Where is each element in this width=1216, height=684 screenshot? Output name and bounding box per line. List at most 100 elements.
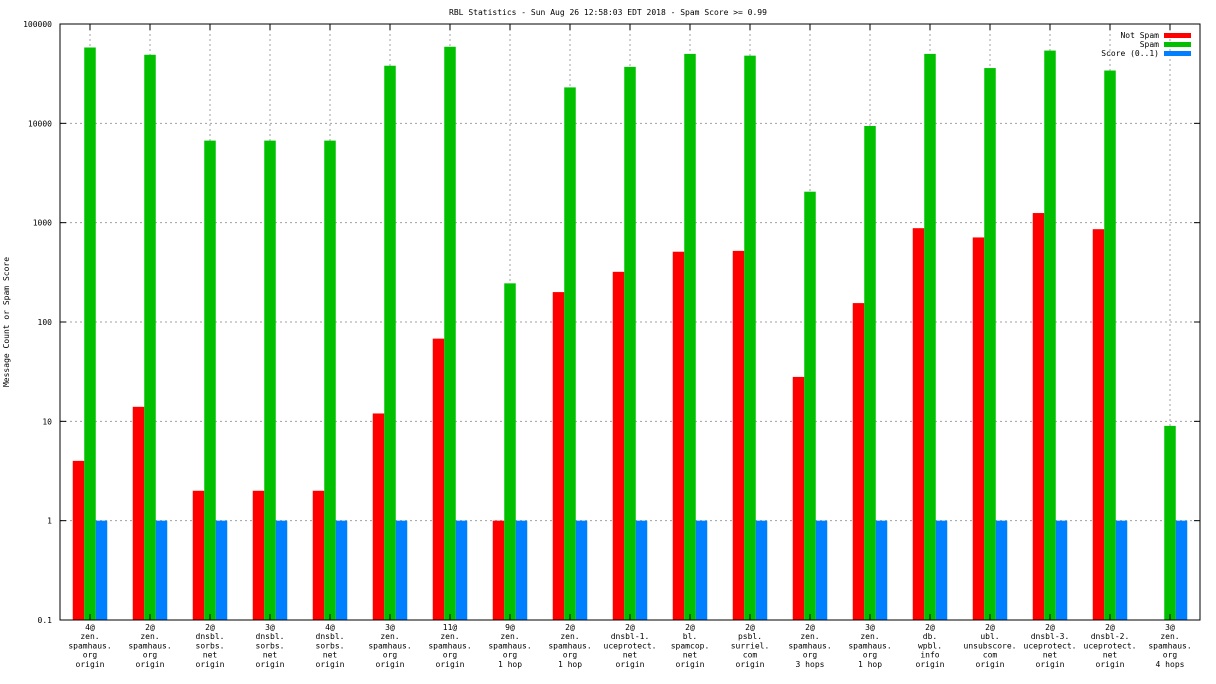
y-tick-label: 10000 [28, 119, 52, 128]
bar-spam [144, 54, 156, 620]
x-tick-label: org [383, 651, 398, 660]
x-tick-label: spamhaus. [848, 641, 891, 650]
bar-score-0-1 [155, 520, 168, 620]
bar-score-0-1 [935, 520, 948, 620]
x-tick-label: surriel. [731, 641, 770, 650]
x-tick-label: origin [316, 660, 345, 669]
x-tick-label: uceprotect. [604, 641, 657, 650]
bar-score-0-1 [695, 520, 708, 620]
x-tick-label: db. [923, 632, 937, 641]
x-tick-label: net [683, 651, 698, 660]
x-tick-label: org [563, 651, 578, 660]
x-tick-label: net [203, 651, 218, 660]
x-tick-label: org [503, 651, 518, 660]
bar-score-0-1 [755, 520, 768, 620]
x-tick-label: net [623, 651, 638, 660]
bar-not-spam [432, 338, 445, 620]
bar-not-spam [792, 376, 805, 620]
x-tick-label: origin [196, 660, 225, 669]
x-tick-label: 1 hop [498, 660, 522, 669]
x-tick-label: psbl. [738, 632, 762, 641]
x-tick-label: spamhaus. [68, 641, 111, 650]
legend-swatch [1164, 42, 1191, 47]
y-axis-label: Message Count or Spam Score [2, 257, 11, 387]
bar-spam [204, 140, 216, 620]
legend-label: Not Spam [1120, 31, 1159, 40]
x-tick-label: spamcop. [671, 641, 710, 650]
x-tick-label: com [743, 651, 758, 660]
x-tick-label: org [863, 651, 878, 660]
x-tick-label: dnsbl-2. [1091, 632, 1130, 641]
bar-spam [444, 46, 456, 621]
x-tick-label: ubl. [980, 632, 999, 641]
bar-not-spam [672, 251, 685, 620]
bar-not-spam [1032, 213, 1045, 620]
x-tick-label: dnsbl. [316, 632, 345, 641]
bar-not-spam [552, 292, 565, 620]
x-tick-label: zen. [440, 632, 459, 641]
bar-not-spam [972, 237, 985, 621]
x-tick-label: uceprotect. [1084, 641, 1137, 650]
x-tick-label: origin [136, 660, 165, 669]
bar-score-0-1 [335, 520, 348, 620]
bar-score-0-1 [815, 520, 828, 620]
x-tick-label: zen. [140, 632, 159, 641]
x-tick-label: origin [616, 660, 645, 669]
x-tick-label: 3 hops [796, 660, 825, 669]
x-tick-label: zen. [800, 632, 819, 641]
bar-spam [264, 140, 276, 620]
x-tick-label: org [1163, 651, 1178, 660]
x-tick-label: dnsbl-1. [611, 632, 650, 641]
x-tick-label: 9@ [505, 623, 515, 632]
x-tick-label: 3@ [265, 623, 275, 632]
x-tick-label: origin [256, 660, 285, 669]
x-tick-label: 3@ [385, 623, 395, 632]
x-tick-label: net [1043, 651, 1058, 660]
x-tick-label: zen. [500, 632, 519, 641]
x-tick-label: zen. [80, 632, 99, 641]
bar-score-0-1 [1115, 520, 1128, 620]
x-tick-label: 2@ [925, 623, 935, 632]
x-tick-label: spamhaus. [1148, 641, 1191, 650]
x-tick-label: dnsbl-3. [1031, 632, 1070, 641]
x-tick-label: origin [376, 660, 405, 669]
bar-not-spam [192, 490, 205, 620]
x-tick-label: origin [916, 660, 945, 669]
x-tick-label: 2@ [625, 623, 635, 632]
x-tick-label: spamhaus. [488, 641, 531, 650]
x-tick-label: dnsbl. [256, 632, 285, 641]
x-tick-label: 2@ [685, 623, 695, 632]
bar-score-0-1 [875, 520, 888, 620]
bar-spam [804, 191, 816, 621]
bar-spam [504, 283, 516, 620]
bar-spam [984, 68, 996, 620]
x-tick-label: origin [976, 660, 1005, 669]
x-tick-label: origin [436, 660, 465, 669]
y-tick-label: 1 [47, 517, 52, 526]
bar-not-spam [72, 460, 85, 620]
bar-spam [744, 55, 756, 620]
bar-not-spam [252, 490, 265, 620]
x-tick-label: sorbs. [256, 641, 285, 650]
x-tick-label: spamhaus. [788, 641, 831, 650]
bar-not-spam [912, 228, 925, 620]
legend-label: Score (0..1) [1101, 49, 1159, 58]
bar-not-spam [732, 250, 745, 620]
bar-spam [1044, 50, 1056, 621]
x-tick-label: 2@ [1105, 623, 1115, 632]
x-tick-label: origin [1096, 660, 1125, 669]
bar-not-spam [132, 406, 145, 620]
bar-score-0-1 [515, 520, 528, 620]
x-tick-label: 2@ [565, 623, 575, 632]
bar-spam [624, 66, 636, 620]
bar-spam [864, 126, 876, 621]
x-tick-label: 2@ [1045, 623, 1055, 632]
bar-not-spam [492, 520, 505, 620]
x-tick-label: sorbs. [196, 641, 225, 650]
bar-score-0-1 [215, 520, 228, 620]
y-axis: 100000 10000 1000 100 10 1 0.1 [23, 20, 1200, 625]
x-tick-label: 2@ [145, 623, 155, 632]
chart-title: RBL Statistics - Sun Aug 26 12:58:03 EDT… [449, 8, 767, 17]
